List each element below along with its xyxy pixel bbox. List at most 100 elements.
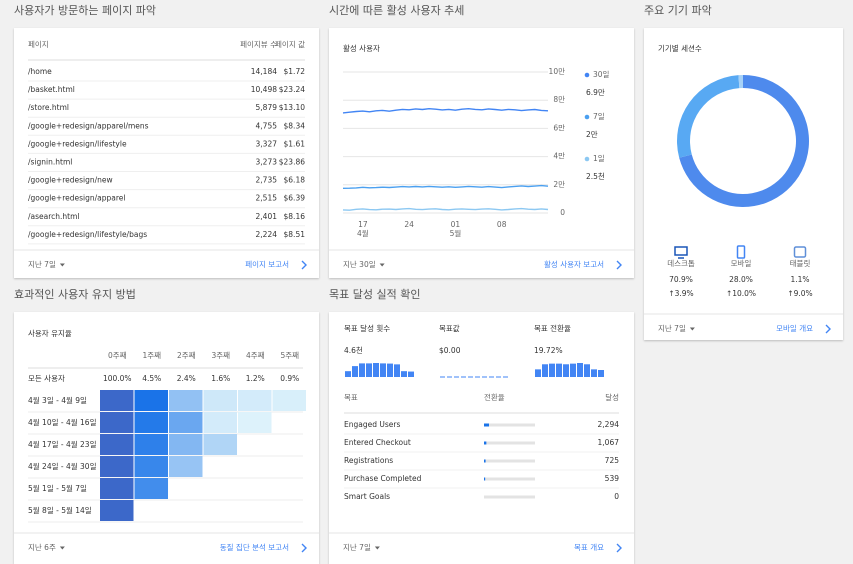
legend-value: 2만 — [586, 130, 598, 139]
x-tick-month: 5월 — [450, 228, 462, 238]
series-line — [342, 184, 549, 189]
device-label: 태블릿 — [790, 258, 811, 268]
kpi-value: $0.00 — [439, 346, 461, 355]
column-header: 3주째 — [211, 351, 230, 360]
rate-track — [484, 441, 535, 445]
x-tick-label: 24 — [404, 220, 414, 229]
report-link[interactable]: 활성 사용자 보고서 — [544, 259, 604, 269]
dropdown-arrow — [59, 546, 65, 550]
row-label: 4월 10일 - 4월 16일 — [28, 417, 97, 427]
retention-cell — [100, 478, 134, 499]
section-title: 효과적인 사용자 유지 방법 — [14, 288, 136, 301]
goal-count: 725 — [605, 456, 620, 465]
cell: 2,401 — [256, 212, 278, 221]
retention-cell — [169, 390, 203, 411]
y-tick-label: 8만 — [553, 95, 565, 104]
chevron — [825, 324, 831, 334]
cell: /google+redesign/new — [28, 176, 113, 185]
column-header: 페이지 값 — [275, 39, 305, 49]
cell: 2.4% — [177, 374, 196, 383]
goal-name: Entered Checkout — [344, 438, 411, 447]
spark-bar — [591, 369, 597, 377]
kpi-value: 19.72% — [534, 346, 563, 355]
spark-bar — [535, 369, 541, 377]
retention-cell — [169, 456, 203, 477]
legend-dot — [584, 114, 590, 120]
cell: /basket.html — [28, 85, 75, 94]
section-title: 주요 기기 파악 — [644, 4, 712, 17]
kpi-label: 목표 전환율 — [534, 323, 571, 333]
column-header: 4주째 — [246, 351, 265, 360]
spark-bar — [563, 364, 569, 377]
cell: 10,498 — [251, 85, 277, 94]
retention-cell — [100, 412, 134, 433]
spark-bar — [570, 363, 576, 377]
column-header: 달성 — [605, 393, 619, 402]
device-change: ↑10.0% — [726, 289, 756, 298]
retention-cell — [203, 434, 237, 455]
period-dropdown: 지난 7일 — [28, 260, 56, 269]
device-label: 모바일 — [731, 258, 752, 268]
legend-label: 1일 — [593, 154, 605, 163]
spark-bar — [380, 363, 386, 377]
cell: /home — [28, 67, 52, 76]
spark-bar — [366, 363, 372, 377]
cell: /asearch.html — [28, 212, 80, 221]
report-link[interactable]: 동질 집단 분석 보고서 — [220, 542, 289, 552]
goals-card — [329, 312, 634, 564]
cell: 5,879 — [256, 103, 278, 112]
cell: 3,327 — [256, 139, 278, 148]
spark-bar — [387, 363, 393, 377]
kpi-value: 4.6천 — [344, 345, 363, 355]
spark-bar — [373, 363, 379, 377]
section-title: 목표 달성 실적 확인 — [329, 288, 420, 301]
y-tick-label: 0 — [560, 208, 565, 217]
x-tick-month: 4월 — [357, 228, 369, 238]
spark-bar — [408, 371, 414, 377]
cell: $8.51 — [284, 230, 306, 239]
dropdown-arrow — [59, 263, 65, 267]
column-header: 페이지뷰 수 — [240, 39, 277, 49]
column-header: 페이지 — [28, 39, 49, 49]
cell: 2,224 — [256, 230, 278, 239]
goal-name: Smart Goals — [344, 492, 390, 501]
donut-segment — [677, 75, 740, 158]
retention-cell — [238, 390, 272, 411]
retention-cell — [134, 478, 168, 499]
chevron — [301, 260, 307, 270]
cell: /google+redesign/lifestyle — [28, 139, 127, 148]
legend-label: 7일 — [593, 112, 605, 121]
cell: 4.5% — [142, 374, 161, 383]
chevron — [616, 543, 622, 553]
device-change: ↑3.9% — [668, 289, 693, 298]
legend-value: 2.5천 — [586, 171, 605, 181]
retention-cell — [100, 434, 134, 455]
spark-bar — [556, 363, 562, 377]
device-share: 1.1% — [790, 275, 809, 284]
period-dropdown: 지난 7일 — [343, 543, 371, 552]
report-link[interactable]: 목표 개요 — [574, 542, 604, 552]
retention-cell — [238, 412, 272, 433]
retention-cell — [134, 390, 168, 411]
legend-value: 6.9만 — [586, 88, 605, 97]
cell: $13.10 — [279, 103, 305, 112]
chart-title: 기기별 세션수 — [658, 43, 702, 53]
report-link[interactable]: 페이지 보고서 — [245, 259, 289, 269]
spark-bar — [598, 370, 604, 377]
cell: 4,755 — [256, 121, 278, 130]
retention-cell — [100, 456, 134, 477]
section-title: 사용자가 방문하는 페이지 파악 — [14, 3, 156, 17]
cell: $1.72 — [284, 67, 306, 76]
section-title: 시간에 따른 활성 사용자 추세 — [329, 3, 464, 17]
cell: /signin.html — [28, 158, 72, 167]
column-header: 2주째 — [177, 351, 196, 360]
report-link[interactable]: 모바일 개요 — [776, 323, 813, 333]
retention-cell — [169, 412, 203, 433]
cell: $6.39 — [284, 194, 306, 203]
retention-cell — [134, 434, 168, 455]
device-icon — [736, 245, 746, 259]
y-tick-label: 2만 — [553, 180, 565, 189]
chart-title: 활성 사용자 — [343, 43, 380, 53]
x-tick-label: 17 — [358, 220, 368, 229]
retention-cell — [203, 390, 237, 411]
